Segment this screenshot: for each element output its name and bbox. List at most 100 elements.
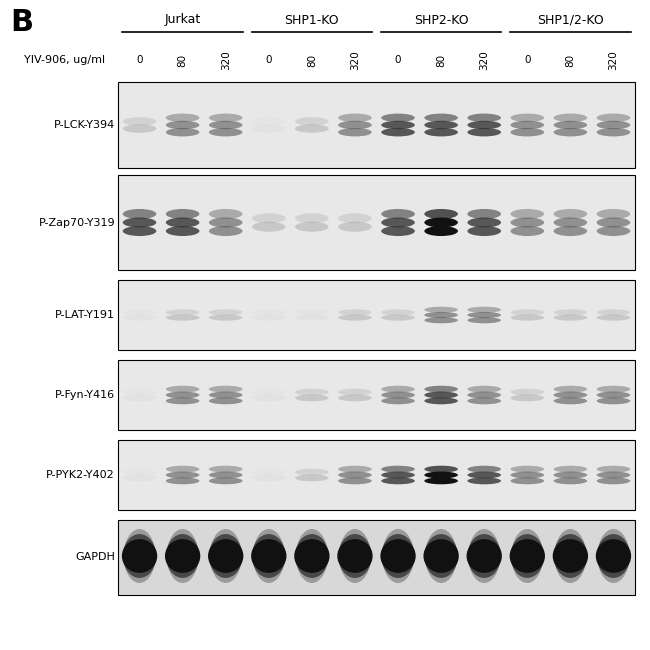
Ellipse shape [467,471,501,478]
Ellipse shape [209,465,242,473]
Ellipse shape [166,534,200,578]
Ellipse shape [424,465,458,473]
Ellipse shape [468,529,500,583]
Text: 320: 320 [608,50,618,70]
Ellipse shape [295,213,329,223]
Ellipse shape [382,309,415,315]
Ellipse shape [382,315,415,320]
Ellipse shape [424,397,458,404]
Text: P-Zap70-Y319: P-Zap70-Y319 [38,218,115,227]
FancyBboxPatch shape [118,440,635,510]
Ellipse shape [512,529,543,583]
Ellipse shape [467,209,501,219]
FancyBboxPatch shape [118,280,635,350]
Ellipse shape [467,226,501,236]
Ellipse shape [554,209,587,219]
Ellipse shape [467,465,501,473]
Ellipse shape [510,121,544,129]
Ellipse shape [123,226,157,236]
Ellipse shape [166,226,200,236]
Ellipse shape [123,218,157,227]
Ellipse shape [510,471,544,478]
Ellipse shape [510,389,544,395]
Ellipse shape [424,385,458,393]
Ellipse shape [252,309,285,315]
Ellipse shape [597,534,630,578]
Ellipse shape [338,471,372,478]
Ellipse shape [382,471,415,478]
Ellipse shape [295,534,329,578]
Ellipse shape [554,391,587,398]
Ellipse shape [252,474,285,482]
Ellipse shape [123,474,157,482]
Ellipse shape [424,114,458,122]
Ellipse shape [338,121,372,129]
Ellipse shape [467,478,501,484]
Ellipse shape [597,385,630,393]
Ellipse shape [597,465,630,473]
Ellipse shape [597,478,630,484]
Ellipse shape [295,469,329,476]
Ellipse shape [166,309,200,315]
Ellipse shape [295,315,329,320]
Text: SHP1/2-KO: SHP1/2-KO [537,14,604,27]
Ellipse shape [167,529,198,583]
Ellipse shape [467,218,501,227]
Ellipse shape [425,529,457,583]
Ellipse shape [597,471,630,478]
Ellipse shape [424,209,458,219]
Ellipse shape [424,307,458,313]
Text: Jurkat: Jurkat [164,14,201,27]
Ellipse shape [339,529,371,583]
Ellipse shape [338,128,372,136]
Ellipse shape [337,539,372,573]
Ellipse shape [338,222,372,232]
Ellipse shape [382,391,415,398]
Ellipse shape [123,124,157,133]
Ellipse shape [597,121,630,129]
Ellipse shape [165,539,200,573]
Ellipse shape [252,469,285,476]
Ellipse shape [424,471,458,478]
Ellipse shape [510,114,544,122]
Ellipse shape [382,209,415,219]
Ellipse shape [424,534,458,578]
Ellipse shape [252,315,285,320]
Ellipse shape [423,539,459,573]
Ellipse shape [123,534,156,578]
Ellipse shape [252,117,285,125]
Ellipse shape [338,478,372,484]
Ellipse shape [382,385,415,393]
Ellipse shape [294,539,330,573]
Ellipse shape [380,539,416,573]
Ellipse shape [208,539,243,573]
Ellipse shape [209,471,242,478]
Ellipse shape [209,478,242,484]
Text: 0: 0 [136,55,143,65]
Ellipse shape [382,128,415,136]
Ellipse shape [597,391,630,398]
Ellipse shape [382,121,415,129]
Text: 0: 0 [266,55,272,65]
Ellipse shape [209,114,242,122]
Ellipse shape [166,114,200,122]
Ellipse shape [295,117,329,125]
FancyBboxPatch shape [118,175,635,270]
Ellipse shape [597,128,630,136]
Text: P-PYK2-Y402: P-PYK2-Y402 [46,470,115,480]
Ellipse shape [382,114,415,122]
Ellipse shape [467,534,501,578]
Text: B: B [10,8,33,37]
Ellipse shape [424,478,458,484]
Ellipse shape [467,391,501,398]
Ellipse shape [467,397,501,404]
Ellipse shape [510,128,544,136]
Text: SHP2-KO: SHP2-KO [414,14,469,27]
Ellipse shape [209,218,242,227]
Ellipse shape [382,478,415,484]
Ellipse shape [166,465,200,473]
Ellipse shape [467,317,501,323]
Ellipse shape [209,391,242,398]
Ellipse shape [554,315,587,320]
Ellipse shape [597,226,630,236]
